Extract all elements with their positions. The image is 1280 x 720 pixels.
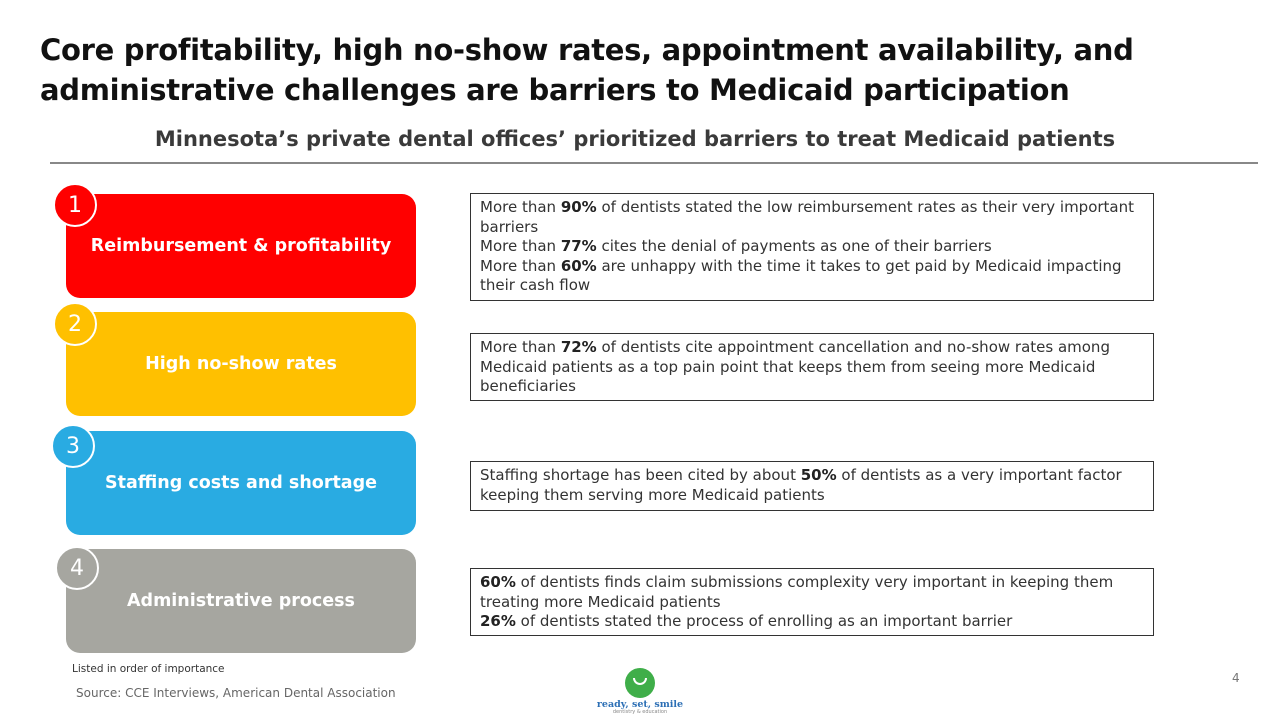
description-line: More than 77% cites the denial of paymen…	[480, 237, 1144, 257]
description-text: of dentists stated the low reimbursement…	[480, 198, 1135, 236]
description-text: cites the denial of payments as one of t…	[596, 237, 992, 255]
stat-highlight: 50%	[800, 466, 837, 484]
smiley-face-icon	[625, 668, 655, 698]
stat-highlight: 60%	[560, 256, 597, 275]
stat-highlight: 72%	[560, 338, 597, 356]
barrier-description-2: More than 72% of dentists cite appointme…	[470, 333, 1154, 401]
description-text: of dentists stated the process of enroll…	[515, 612, 1013, 630]
description-text: More than	[480, 198, 561, 216]
barrier-description-3: Staffing shortage has been cited by abou…	[470, 461, 1154, 511]
description-text: More than	[480, 256, 561, 275]
barrier-description-4: 60% of dentists finds claim submissions …	[470, 568, 1154, 636]
barrier-label: Reimbursement & profitability	[90, 236, 392, 256]
description-line: More than 72% of dentists cite appointme…	[480, 338, 1144, 397]
slide-title: Core profitability, high no-show rates, …	[40, 33, 1134, 107]
description-text: More than	[480, 237, 561, 255]
barrier-label: High no-show rates	[145, 354, 337, 374]
description-line: More than 90% of dentists stated the low…	[480, 198, 1144, 237]
barrier-number-badge: 3	[51, 424, 95, 468]
brand-logo: ready, set, smile dentistry & education	[590, 668, 690, 718]
description-text: Staffing shortage has been cited by abou…	[480, 466, 801, 484]
description-text: of dentists cite appointment cancellatio…	[480, 338, 1110, 395]
description-line: More than 60% are unhappy with the time …	[480, 257, 1144, 296]
page-number: 4	[1232, 671, 1240, 685]
description-text: of dentists finds claim submissions comp…	[480, 573, 1114, 611]
barrier-card-2: High no-show rates	[66, 312, 416, 416]
barrier-number-badge: 2	[53, 302, 97, 346]
description-text: are unhappy with the time it takes to ge…	[480, 256, 1122, 295]
barrier-card-3: Staffing costs and shortage	[66, 431, 416, 535]
description-line: 26% of dentists stated the process of en…	[480, 612, 1144, 632]
description-line: Staffing shortage has been cited by abou…	[480, 466, 1144, 505]
barrier-number-badge: 4	[55, 546, 99, 590]
barrier-description-1: More than 90% of dentists stated the low…	[470, 193, 1154, 301]
stat-highlight: 60%	[480, 573, 516, 591]
stat-highlight: 77%	[560, 237, 597, 255]
stat-highlight: 26%	[480, 612, 516, 630]
barrier-label: Staffing costs and shortage	[104, 473, 378, 493]
description-line: 60% of dentists finds claim submissions …	[480, 573, 1144, 612]
description-text: of dentists as a very important factor k…	[480, 466, 1122, 504]
divider	[50, 162, 1258, 164]
logo-name: ready, set, smile	[596, 699, 684, 710]
source-note: Source: CCE Interviews, American Dental …	[76, 686, 396, 700]
barrier-number-badge: 1	[53, 183, 97, 227]
barrier-label: Administrative process	[127, 591, 355, 611]
slide-subtitle: Minnesota’s private dental offices’ prio…	[154, 127, 1116, 151]
footnote: Listed in order of importance	[72, 663, 225, 675]
barrier-card-1: Reimbursement & profitability	[66, 194, 416, 298]
description-text: More than	[480, 338, 561, 356]
logo-tagline: dentistry & education	[612, 709, 668, 715]
barrier-card-4: Administrative process	[66, 549, 416, 653]
stat-highlight: 90%	[560, 198, 597, 216]
